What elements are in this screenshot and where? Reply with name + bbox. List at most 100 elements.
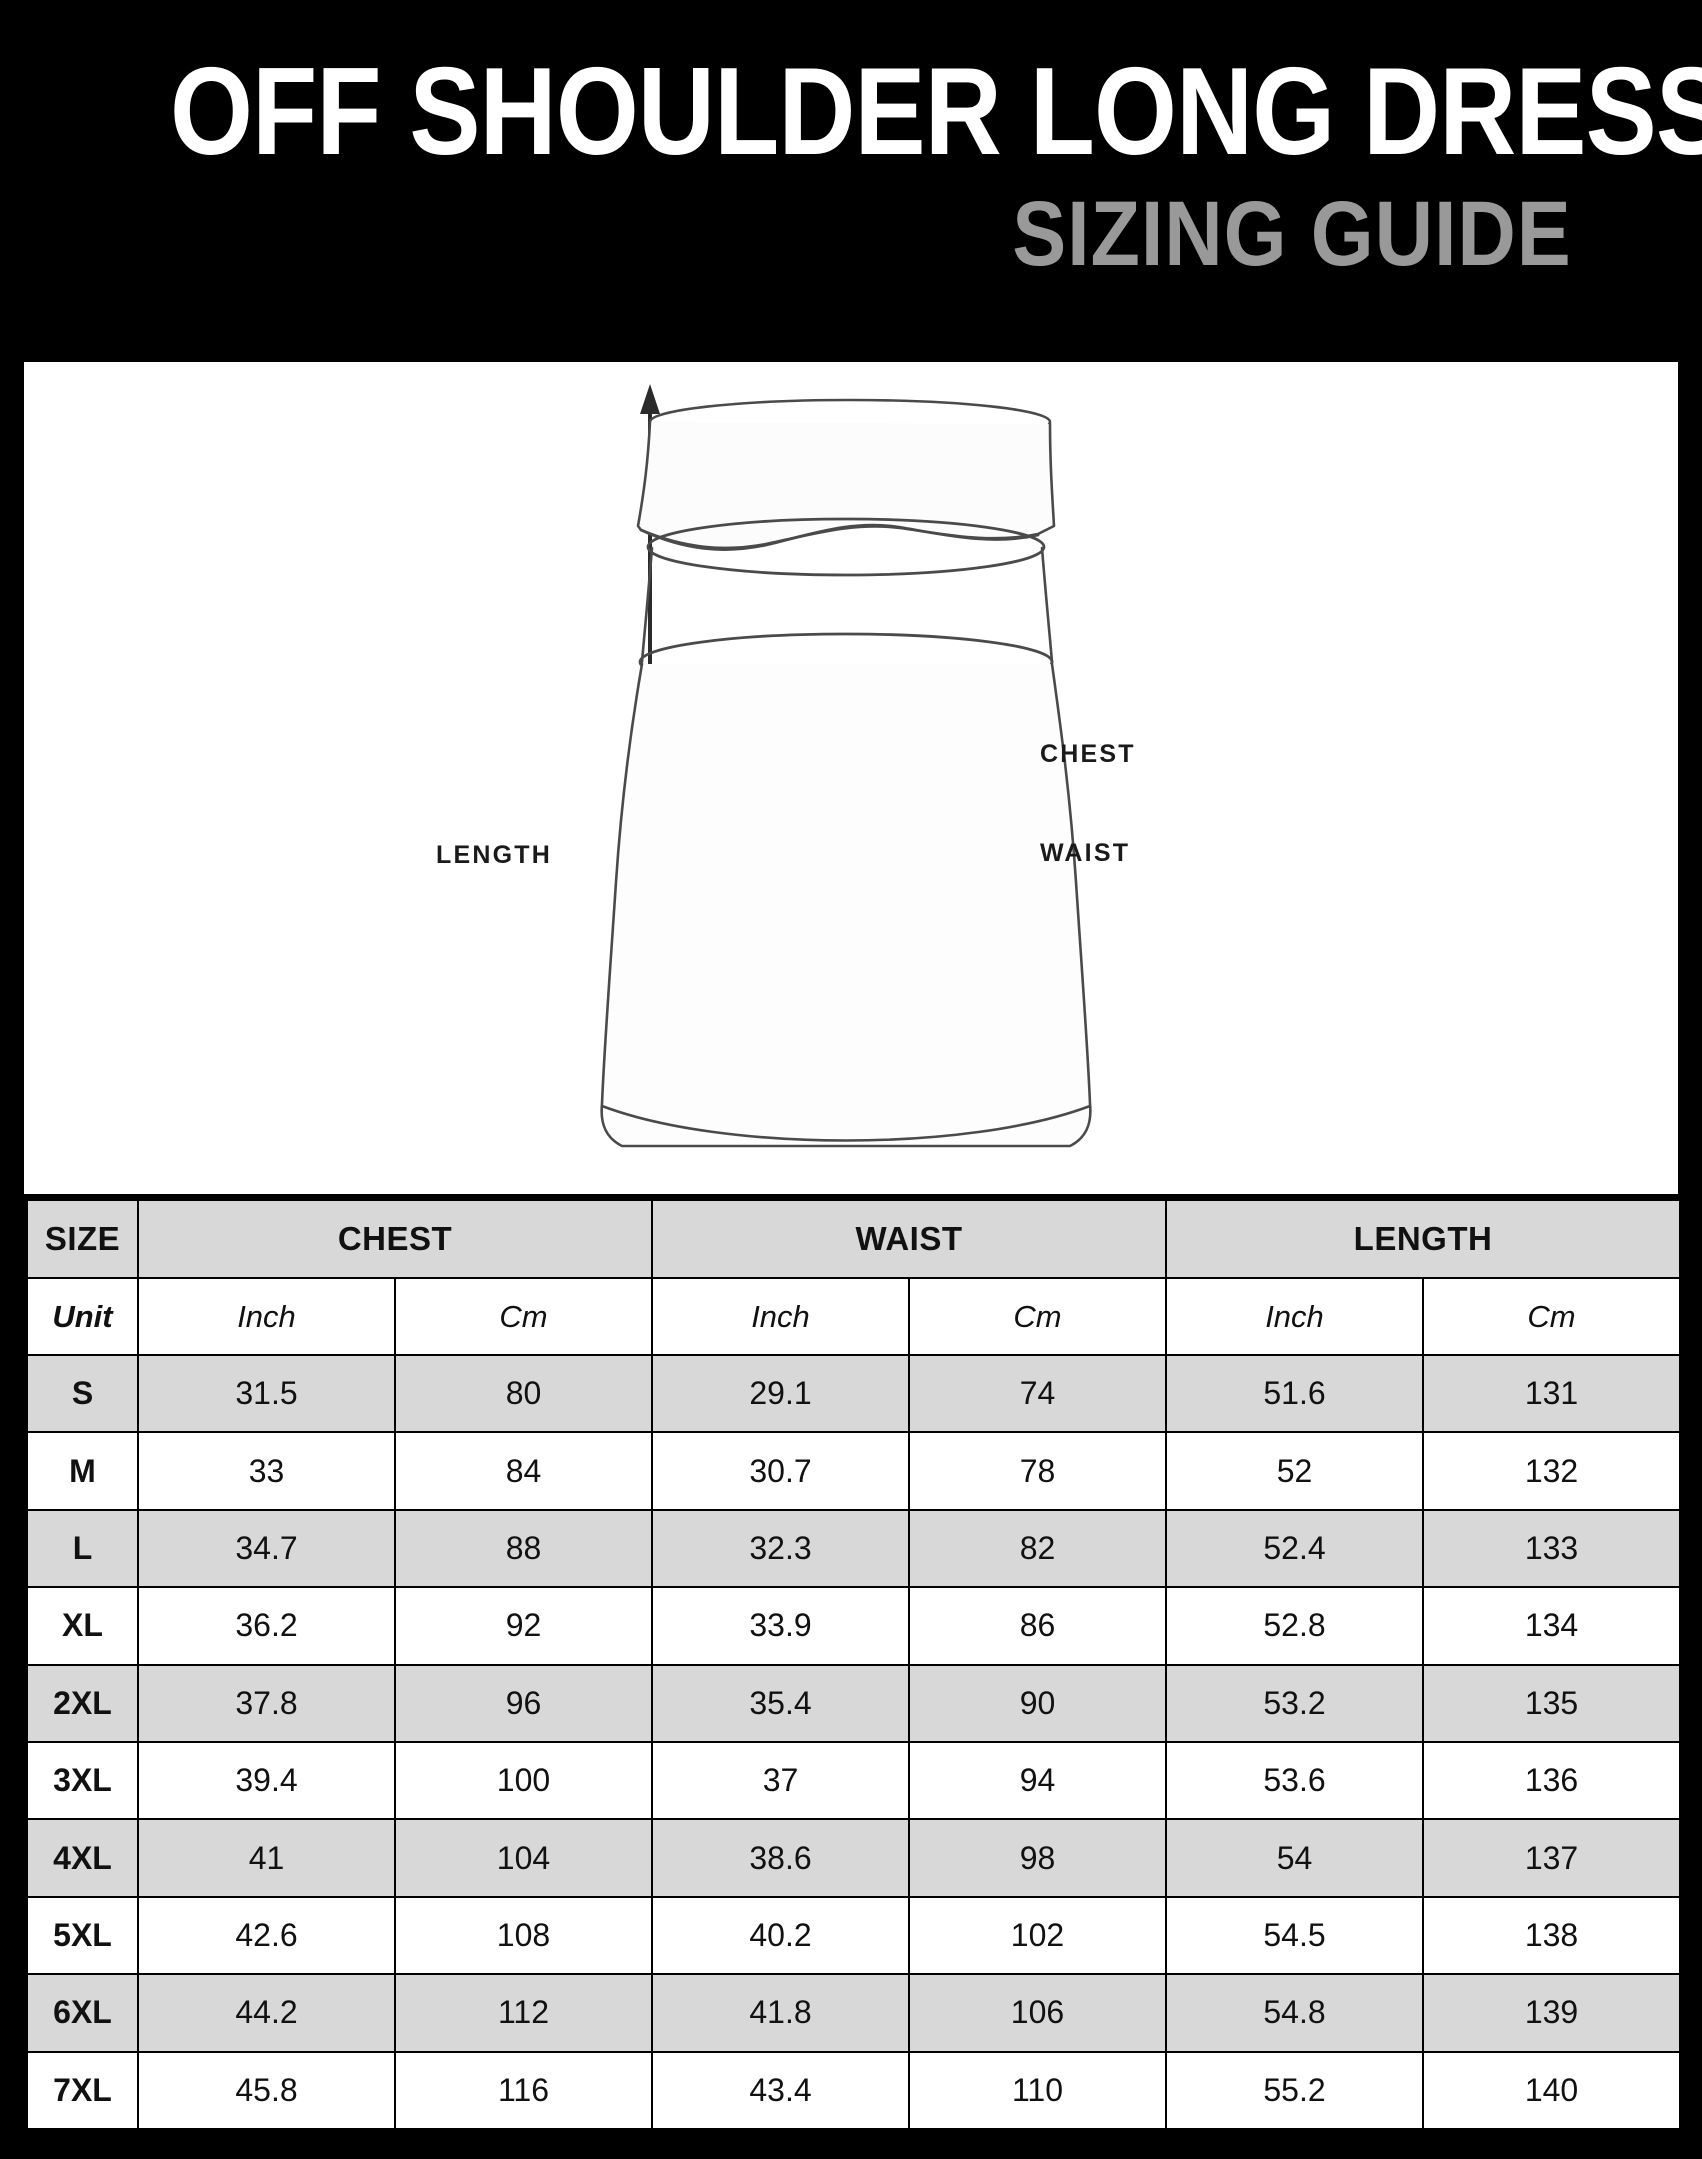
table-row: 4XL 41 104 38.6 98 54 137 bbox=[26, 1818, 1682, 1898]
cell-waist-cm: 78 bbox=[908, 1431, 1167, 1511]
header-waist: WAIST bbox=[651, 1199, 1167, 1279]
cell-chest-cm: 80 bbox=[394, 1353, 653, 1434]
cell-size: M bbox=[26, 1431, 139, 1511]
table-unit-row: Unit Inch Cm Inch Cm Inch Cm bbox=[26, 1277, 1682, 1356]
table-row: 6XL 44.2 112 41.8 106 54.8 139 bbox=[26, 1973, 1682, 2053]
diagram-panel: LENGTH CHEST WAIST bbox=[24, 362, 1678, 1194]
table-row: S 31.5 80 29.1 74 51.6 131 bbox=[26, 1353, 1682, 1434]
size-table-container: SIZE CHEST WAIST LENGTH Unit Inch Cm Inc… bbox=[24, 1194, 1682, 2135]
cell-size: 6XL bbox=[26, 1973, 139, 2053]
cell-size: 7XL bbox=[26, 2050, 139, 2131]
cell-waist-cm: 110 bbox=[908, 2050, 1167, 2131]
unit-length-inch: Inch bbox=[1165, 1277, 1424, 1356]
cell-waist-inch: 35.4 bbox=[651, 1663, 910, 1743]
cell-chest-inch: 39.4 bbox=[137, 1740, 396, 1821]
cell-length-inch: 52 bbox=[1165, 1431, 1424, 1511]
cell-waist-inch: 41.8 bbox=[651, 1973, 910, 2053]
unit-length-cm: Cm bbox=[1421, 1277, 1682, 1356]
cell-waist-cm: 90 bbox=[908, 1663, 1167, 1743]
table-row: M 33 84 30.7 78 52 132 bbox=[26, 1431, 1682, 1511]
cell-length-cm: 140 bbox=[1421, 2050, 1682, 2131]
table-row: 7XL 45.8 116 43.4 110 55.2 140 bbox=[26, 2050, 1682, 2131]
cell-waist-inch: 37 bbox=[651, 1740, 910, 1821]
unit-waist-inch: Inch bbox=[651, 1277, 910, 1356]
cell-length-cm: 136 bbox=[1421, 1740, 1682, 1821]
cell-chest-inch: 42.6 bbox=[137, 1895, 396, 1976]
cell-size: 5XL bbox=[26, 1895, 139, 1976]
cell-chest-inch: 36.2 bbox=[137, 1586, 396, 1666]
cell-length-inch: 55.2 bbox=[1165, 2050, 1424, 2131]
cell-length-inch: 52.8 bbox=[1165, 1586, 1424, 1666]
table-row: XL 36.2 92 33.9 86 52.8 134 bbox=[26, 1586, 1682, 1666]
header-chest: CHEST bbox=[137, 1199, 653, 1279]
cell-length-inch: 54.5 bbox=[1165, 1895, 1424, 1976]
cell-chest-cm: 96 bbox=[394, 1663, 653, 1743]
cell-chest-inch: 44.2 bbox=[137, 1973, 396, 2053]
cell-chest-cm: 116 bbox=[394, 2050, 653, 2131]
cell-length-inch: 52.4 bbox=[1165, 1508, 1424, 1589]
cell-length-inch: 51.6 bbox=[1165, 1353, 1424, 1434]
dress-illustration bbox=[600, 384, 1092, 1148]
cell-waist-inch: 32.3 bbox=[651, 1508, 910, 1589]
cell-chest-cm: 100 bbox=[394, 1740, 653, 1821]
cell-chest-cm: 104 bbox=[394, 1818, 653, 1898]
cell-size: 2XL bbox=[26, 1663, 139, 1743]
table-body: S 31.5 80 29.1 74 51.6 131 M 33 84 30.7 … bbox=[26, 1353, 1682, 2131]
cell-chest-inch: 45.8 bbox=[137, 2050, 396, 2131]
cell-size: S bbox=[26, 1353, 139, 1434]
cell-length-cm: 132 bbox=[1421, 1431, 1682, 1511]
cell-chest-inch: 31.5 bbox=[137, 1353, 396, 1434]
header-banner: OFF SHOULDER LONG DRESS SIZING GUIDE bbox=[0, 0, 1702, 362]
cell-chest-inch: 34.7 bbox=[137, 1508, 396, 1589]
cell-chest-inch: 33 bbox=[137, 1431, 396, 1511]
cell-waist-inch: 43.4 bbox=[651, 2050, 910, 2131]
length-label: LENGTH bbox=[436, 841, 552, 869]
unit-chest-cm: Cm bbox=[394, 1277, 653, 1356]
table-row: 3XL 39.4 100 37 94 53.6 136 bbox=[26, 1740, 1682, 1821]
cell-waist-cm: 102 bbox=[908, 1895, 1167, 1976]
cell-length-inch: 53.2 bbox=[1165, 1663, 1424, 1743]
cell-waist-cm: 74 bbox=[908, 1353, 1167, 1434]
cell-waist-inch: 29.1 bbox=[651, 1353, 910, 1434]
cell-waist-cm: 94 bbox=[908, 1740, 1167, 1821]
cell-length-inch: 54 bbox=[1165, 1818, 1424, 1898]
table-group-header-row: SIZE CHEST WAIST LENGTH bbox=[26, 1199, 1682, 1279]
unit-waist-cm: Cm bbox=[908, 1277, 1167, 1356]
cell-waist-inch: 38.6 bbox=[651, 1818, 910, 1898]
size-table: SIZE CHEST WAIST LENGTH Unit Inch Cm Inc… bbox=[26, 1199, 1682, 2131]
unit-chest-inch: Inch bbox=[137, 1277, 396, 1356]
chest-measure-ellipse bbox=[646, 517, 1046, 577]
cell-size: 3XL bbox=[26, 1740, 139, 1821]
table-row: 5XL 42.6 108 40.2 102 54.5 138 bbox=[26, 1895, 1682, 1976]
chest-label: CHEST bbox=[1040, 740, 1136, 768]
waist-label: WAIST bbox=[1040, 839, 1131, 867]
cell-chest-cm: 88 bbox=[394, 1508, 653, 1589]
cell-length-cm: 138 bbox=[1421, 1895, 1682, 1976]
page-subtitle: SIZING GUIDE bbox=[1012, 183, 1572, 285]
header-size: SIZE bbox=[26, 1199, 139, 1279]
cell-waist-cm: 106 bbox=[908, 1973, 1167, 2053]
cell-chest-inch: 41 bbox=[137, 1818, 396, 1898]
cell-size: 4XL bbox=[26, 1818, 139, 1898]
cell-waist-inch: 40.2 bbox=[651, 1895, 910, 1976]
cell-length-cm: 134 bbox=[1421, 1586, 1682, 1666]
cell-size: XL bbox=[26, 1586, 139, 1666]
cell-length-inch: 53.6 bbox=[1165, 1740, 1424, 1821]
cell-length-cm: 131 bbox=[1421, 1353, 1682, 1434]
cell-chest-cm: 108 bbox=[394, 1895, 653, 1976]
cell-waist-inch: 33.9 bbox=[651, 1586, 910, 1666]
cell-waist-cm: 82 bbox=[908, 1508, 1167, 1589]
cell-length-cm: 139 bbox=[1421, 1973, 1682, 2053]
page-title: OFF SHOULDER LONG DRESS bbox=[170, 43, 1702, 181]
cell-size: L bbox=[26, 1508, 139, 1589]
cell-length-cm: 137 bbox=[1421, 1818, 1682, 1898]
table-row: L 34.7 88 32.3 82 52.4 133 bbox=[26, 1508, 1682, 1589]
cell-length-inch: 54.8 bbox=[1165, 1973, 1424, 2053]
cell-length-cm: 135 bbox=[1421, 1663, 1682, 1743]
cell-chest-cm: 112 bbox=[394, 1973, 653, 2053]
cell-waist-inch: 30.7 bbox=[651, 1431, 910, 1511]
cell-chest-cm: 84 bbox=[394, 1431, 653, 1511]
cell-length-cm: 133 bbox=[1421, 1508, 1682, 1589]
cell-chest-inch: 37.8 bbox=[137, 1663, 396, 1743]
